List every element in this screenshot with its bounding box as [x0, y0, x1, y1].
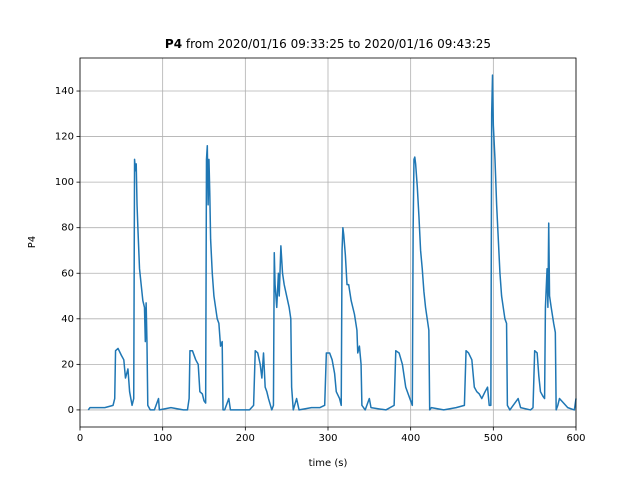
y-tick-label: 140 — [55, 86, 74, 97]
title-range: from 2020/01/16 09:33:25 to 2020/01/16 0… — [186, 37, 491, 51]
data-line — [87, 74, 577, 411]
x-tick-label: 400 — [401, 433, 420, 444]
x-tick-label: 0 — [77, 433, 83, 444]
title-variable: P4 — [165, 37, 182, 51]
y-tick-label: 120 — [55, 132, 74, 143]
plot-frame — [79, 57, 577, 428]
y-tick-label: 60 — [61, 268, 74, 279]
x-tick-label: 600 — [566, 433, 585, 444]
chart-title: P4 from 2020/01/16 09:33:25 to 2020/01/1… — [165, 37, 491, 51]
x-axis-label: time (s) — [309, 458, 348, 469]
y-tick-label: 80 — [61, 223, 74, 234]
x-tick-label: 300 — [318, 433, 337, 444]
y-tick-label: 100 — [55, 177, 74, 188]
y-tick-label: 20 — [61, 359, 74, 370]
y-tick-label: 0 — [68, 405, 74, 416]
y-tick-label: 40 — [61, 314, 74, 325]
x-tick-label: 500 — [484, 433, 503, 444]
x-tick-label: 200 — [236, 433, 255, 444]
y-axis-label: P4 — [27, 236, 38, 248]
x-tick-label: 100 — [153, 433, 172, 444]
